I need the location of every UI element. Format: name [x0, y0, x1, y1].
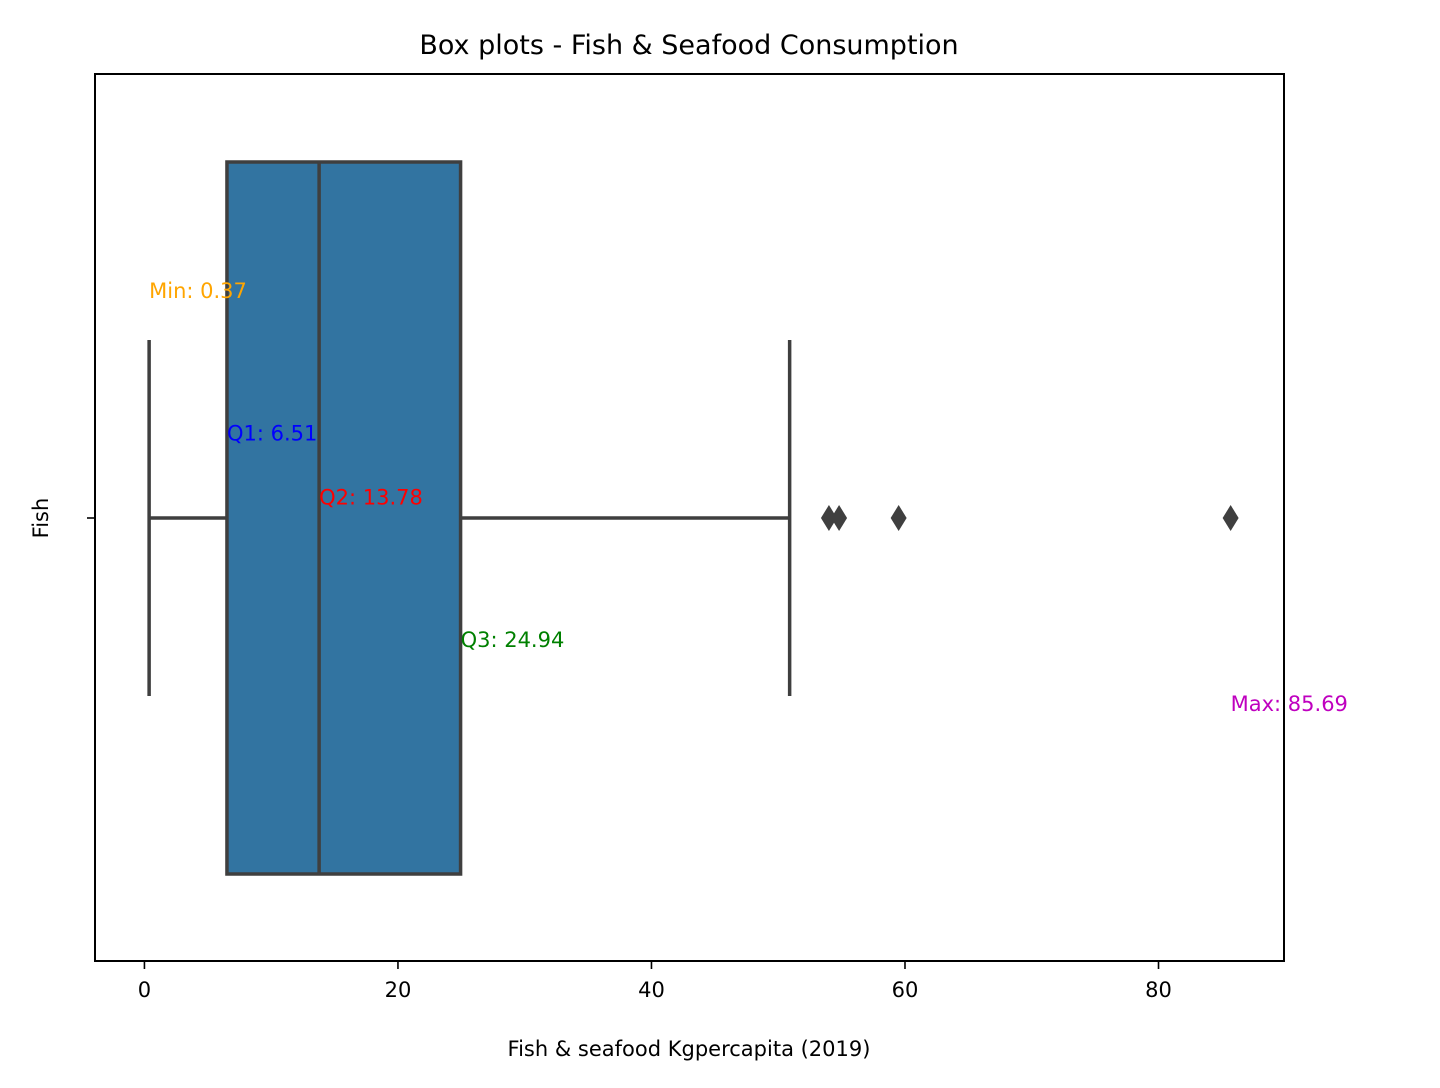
y-axis-label: Fish: [29, 498, 53, 539]
box-iqr: [225, 160, 463, 876]
x-tick-label: 20: [385, 978, 412, 1002]
x-tick-label: 60: [892, 978, 919, 1002]
annotation-q2: Q2: 13.78: [319, 486, 423, 510]
x-tick-label: 0: [138, 978, 151, 1002]
outlier-point: [1222, 505, 1239, 531]
x-tick-label: 80: [1145, 978, 1172, 1002]
chart-title: Box plots - Fish & Seafood Consumption: [419, 30, 958, 61]
outlier-point: [890, 505, 907, 531]
annotation-q3: Q3: 24.94: [461, 628, 565, 652]
annotation-min: Min: 0.37: [149, 279, 247, 303]
outlier-point: [831, 505, 848, 531]
x-tick-label: 40: [638, 978, 665, 1002]
x-axis-label: Fish & seafood Kgpercapita (2019): [508, 1037, 871, 1061]
annotation-q1: Q1: 6.51: [227, 422, 317, 446]
plot-area: 0 20 40 60 80 Min: 0.37 Q1: 6.51 Q2: 13.78 Q3: 2…: [87, 73, 1348, 1002]
annotation-max: Max: 85.69: [1231, 692, 1348, 716]
outlier-point: [820, 505, 837, 531]
